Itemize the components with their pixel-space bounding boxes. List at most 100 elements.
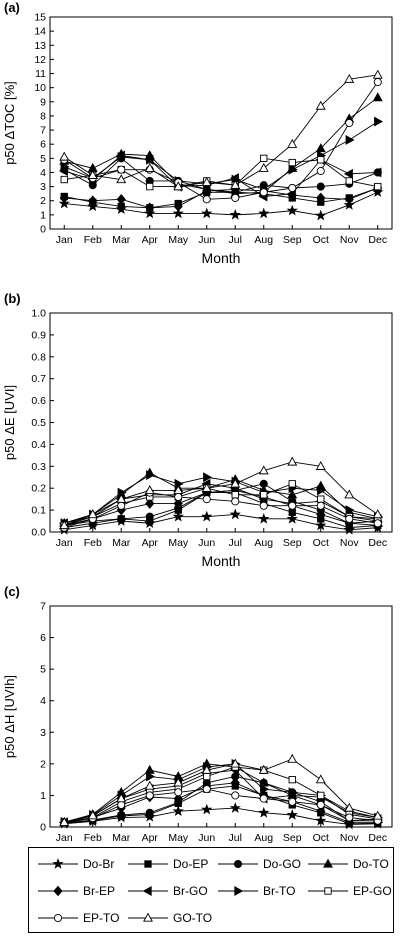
data-point-br-go: [372, 167, 382, 178]
data-point-br-to: [117, 487, 127, 498]
x-tick-label-b: Jul: [229, 537, 242, 549]
legend-label: Do-EP: [173, 857, 209, 871]
series-line-br-to: [64, 474, 378, 524]
legend-label: Do-GO: [263, 857, 302, 871]
data-point-ep-go: [231, 491, 239, 499]
y-tick-label-a: 11: [35, 68, 46, 80]
data-point-go-to: [201, 177, 212, 187]
legend-swatch: [128, 860, 168, 868]
x-tick-label-c: Oct: [313, 832, 329, 844]
x-tick-label-b: Apr: [142, 537, 159, 549]
data-point-do-br: [229, 802, 241, 813]
chart-panel-b: (b) 0.0 0.1 0.2 0.3 0.4 0.5 0.6 0.7 0.8 0.9 1.0 Jan F…: [2, 291, 393, 569]
x-tick-label-a: Jul: [229, 234, 242, 246]
data-point-ep-to: [174, 788, 183, 797]
data-point-do-go: [117, 514, 126, 523]
y-axis-title-a: p50 ΔTOC [%]: [2, 81, 17, 165]
legend-item-br-to: Br-TO: [217, 881, 295, 901]
legend-swatch: [38, 885, 78, 897]
series-go-to-a: [59, 69, 383, 191]
x-tick-label-a: Dec: [368, 234, 387, 246]
data-point-do-br: [258, 806, 270, 818]
series-line-ep-to: [64, 788, 378, 824]
data-point-br-ep: [145, 498, 155, 509]
x-tick-label-c: Jul: [229, 832, 242, 844]
data-point-br-to: [203, 472, 213, 483]
series-ep-go-b: [60, 480, 382, 530]
series-ep-go-c: [60, 763, 382, 827]
series-line-do-br: [64, 807, 378, 825]
x-tick-label-a: Sep: [283, 234, 302, 246]
data-point-go-to: [173, 777, 184, 787]
data-point-go-to: [230, 478, 241, 488]
data-point-ep-go: [146, 182, 154, 191]
data-point-go-to: [173, 181, 184, 191]
data-point-ep-to: [259, 188, 268, 197]
x-tick-label-a: Oct: [313, 234, 329, 246]
data-point-go-to: [144, 485, 155, 495]
series-do-go-b: [60, 479, 382, 530]
data-point-br-to: [146, 771, 156, 782]
legend-label: Do-Br: [83, 857, 115, 871]
data-point-br-to: [345, 134, 355, 145]
y-tick-label-a: 13: [34, 40, 46, 52]
data-point-ep-to: [345, 514, 354, 523]
data-point-ep-to: [345, 813, 354, 822]
y-tick-label-a: 9: [40, 96, 46, 108]
data-point-ep-to: [202, 195, 211, 204]
data-point-go-to: [87, 169, 98, 179]
data-point-ep-go: [288, 775, 296, 784]
data-point-br-to: [117, 151, 127, 162]
data-point-go-to: [144, 780, 155, 790]
data-point-do-to: [372, 92, 383, 102]
data-point-go-to: [59, 816, 70, 826]
x-tick-label-a: Apr: [142, 234, 159, 246]
plot-frame-b: [49, 312, 393, 533]
legend-swatch: [308, 887, 348, 895]
series-do-ep-c: [60, 782, 382, 828]
x-tick-label-c: Aug: [254, 832, 273, 844]
series-line-do-go: [64, 157, 378, 193]
data-point-do-br: [201, 207, 213, 219]
data-point-go-to: [287, 753, 298, 763]
data-point-do-br: [315, 209, 327, 221]
x-axis-title-a: Month: [202, 250, 241, 266]
y-tick-label-a: 12: [34, 54, 46, 66]
legend-label: EP-TO: [83, 911, 120, 925]
legend-label: GO-TO: [173, 911, 213, 925]
x-tick-label-c: Apr: [142, 832, 159, 844]
y-tick-label-c: 3: [40, 727, 46, 739]
series-ep-to-b: [60, 488, 382, 532]
data-point-do-go: [145, 808, 154, 817]
data-point-do-to: [144, 764, 155, 774]
data-point-do-br: [229, 208, 241, 220]
y-tick-label-a: 3: [40, 181, 46, 193]
legend-box: Do-Br Do-EP Do-GO Do-TO Br-EP Br-GO Br-TO EP-GO…: [28, 847, 394, 933]
data-point-do-br: [172, 510, 184, 522]
series-go-to-b: [59, 456, 383, 530]
data-point-ep-to: [117, 501, 126, 510]
x-tick-label-b: Feb: [84, 537, 102, 549]
data-point-ep-go: [60, 175, 68, 184]
y-tick-label-b: 0.0: [31, 527, 46, 539]
data-point-ep-to: [231, 791, 240, 800]
x-tick-label-b: Sep: [283, 537, 302, 549]
data-point-do-go: [145, 512, 154, 521]
legend-marker-square-open: [324, 887, 332, 895]
series-line-do-br: [64, 191, 378, 217]
legend-item-br-go: Br-GO: [127, 881, 208, 901]
data-point-br-ep: [173, 793, 183, 804]
series-go-to-c: [59, 753, 383, 826]
data-point-go-to: [315, 774, 326, 784]
legend-item-do-to: Do-TO: [307, 854, 389, 874]
data-point-ep-to: [202, 785, 211, 794]
data-point-go-to: [372, 69, 383, 79]
data-point-br-to: [317, 485, 327, 496]
series-line-do-br: [64, 514, 378, 531]
data-point-br-ep: [116, 194, 126, 205]
data-point-do-br: [315, 814, 327, 826]
data-point-go-to: [258, 764, 269, 774]
panel-label-c: (c): [4, 584, 20, 599]
data-point-go-to: [116, 174, 127, 184]
legend-marker-triangle-up-filled: [323, 858, 333, 868]
